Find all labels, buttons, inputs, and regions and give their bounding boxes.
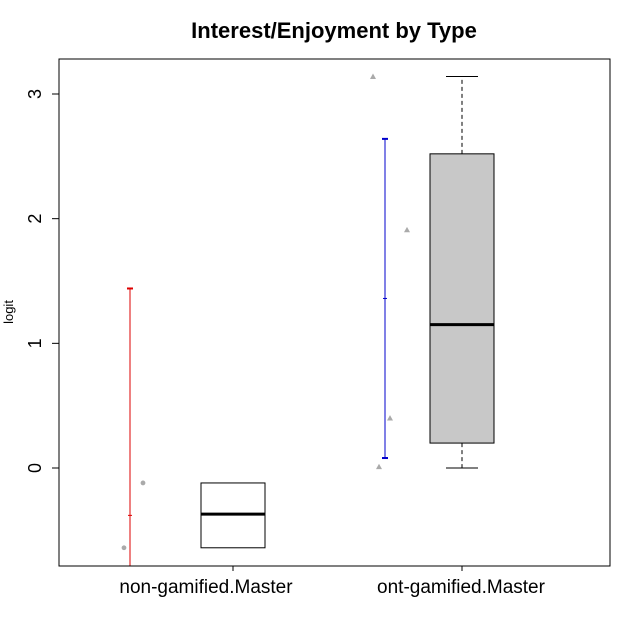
data-point bbox=[370, 73, 376, 79]
x-tick-label: ont-gamified.Master bbox=[377, 577, 546, 598]
box bbox=[429, 153, 495, 444]
data-point bbox=[376, 463, 382, 470]
x-tick-label: non-gamified.Master bbox=[119, 577, 293, 598]
chart-title: Interest/Enjoyment by Type bbox=[191, 18, 477, 43]
y-axis-label: logit bbox=[1, 300, 16, 324]
y-tick-label: 3 bbox=[25, 89, 45, 99]
data-point bbox=[140, 480, 146, 486]
y-tick-label: 2 bbox=[25, 214, 45, 224]
chart-marks: 0 1 2 3 non-gamified.Master ont-gamified.Mast… bbox=[25, 73, 546, 598]
data-point bbox=[404, 226, 410, 233]
y-tick-label: 0 bbox=[25, 463, 45, 473]
plot-frame bbox=[58, 58, 611, 567]
data-point bbox=[387, 415, 393, 421]
data-point bbox=[121, 545, 127, 551]
y-tick-label: 1 bbox=[25, 338, 45, 348]
